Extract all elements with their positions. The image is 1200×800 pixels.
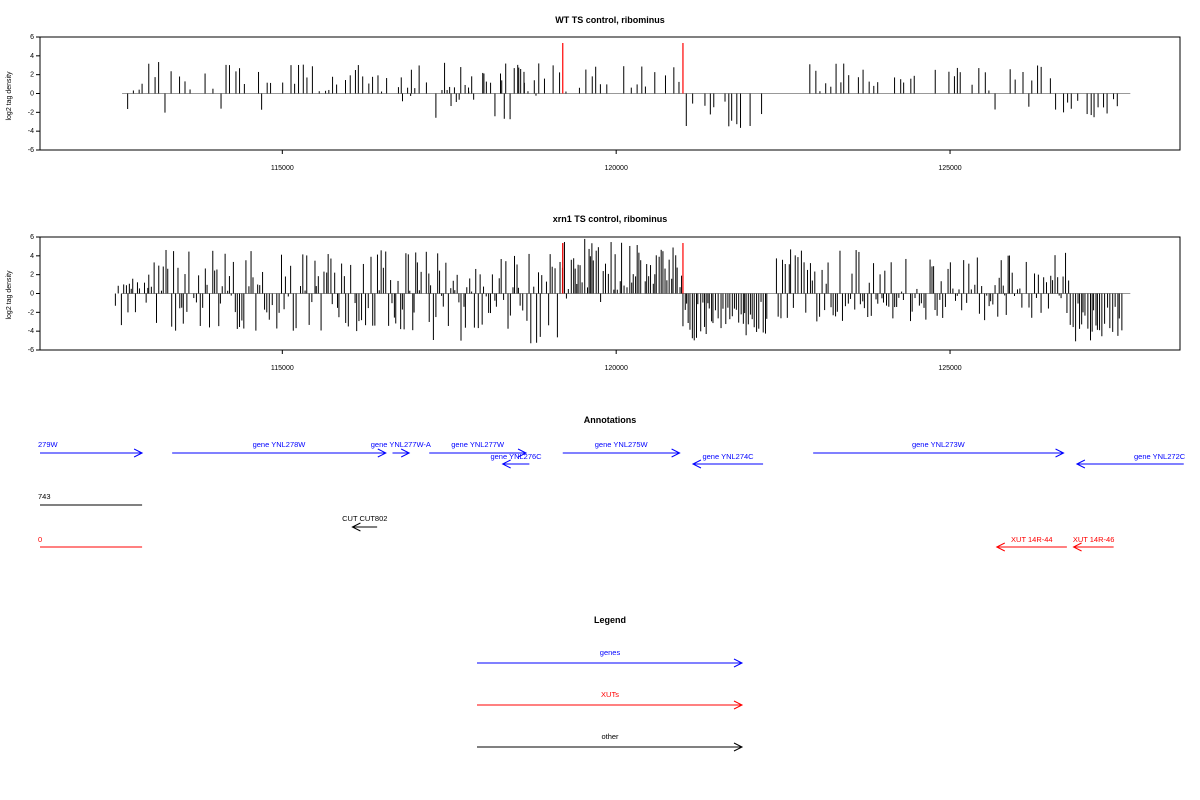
wt-panel-title: WT TS control, ribominus	[555, 15, 665, 25]
y-tick-label: 4	[30, 53, 34, 60]
legend-label: genes	[600, 648, 621, 657]
arrow-left-icon	[995, 542, 1006, 552]
feature-label: CUT CUT802	[342, 514, 387, 523]
arrow-left-icon	[501, 459, 511, 469]
feature-label: 279W	[38, 440, 59, 449]
x-tick-label: 125000	[938, 165, 961, 172]
y-tick-label: 4	[30, 253, 34, 260]
xrn1-panel: xrn1 TS control, ribominus log2 tag dens…	[6, 214, 1181, 372]
feature-genes: gene YNL273W	[813, 440, 1065, 458]
feature-label: gene YNL275W	[595, 440, 649, 449]
y-tick-label: -6	[28, 347, 34, 354]
xrn1-panel-title: xrn1 TS control, ribominus	[553, 214, 668, 224]
x-tick-label: 120000	[604, 165, 627, 172]
arrow-left-icon	[691, 459, 702, 469]
feature-genes: gene YNL278W	[172, 440, 387, 458]
x-tick-label: 120000	[604, 365, 627, 372]
wt-panel-ylabel: log2 tag density	[6, 71, 13, 121]
feature-genes: gene YNL272C	[1075, 452, 1186, 469]
arrow-right-icon	[671, 448, 681, 458]
y-tick-label: -2	[28, 109, 34, 116]
arrow-right-icon	[733, 700, 744, 710]
arrow-left-icon	[1075, 459, 1086, 469]
x-tick-label: 115000	[271, 365, 294, 372]
annotation-features: 279W gene YNL278W gene YNL277W-A gene YNL27…	[38, 440, 1186, 552]
feature-label: gene YNL272C	[1134, 452, 1186, 461]
y-tick-label: 2	[30, 72, 34, 79]
legend-label: XUTs	[601, 690, 619, 699]
arrow-right-icon	[733, 658, 744, 668]
x-tick-label: 125000	[938, 365, 961, 372]
arrow-right-icon	[517, 448, 528, 458]
legend-label: other	[601, 732, 619, 741]
feature-label: gene YNL274C	[702, 452, 754, 461]
feature-genes: gene YNL275W	[562, 440, 681, 458]
arrow-right-icon	[1055, 448, 1065, 458]
legend-item-genes: genes	[477, 648, 744, 668]
feature-label: XUT 14R-46	[1073, 535, 1115, 544]
legend-item-xuts: XUTs	[477, 690, 744, 710]
feature-other: CUT CUT802	[342, 514, 387, 532]
feature-label: gene YNL278W	[253, 440, 307, 449]
feature-label: gene YNL273W	[912, 440, 966, 449]
arrow-left-icon	[351, 522, 361, 532]
y-tick-label: -4	[28, 328, 34, 335]
y-tick-label: 0	[30, 91, 34, 98]
feature-genes: gene YNL277W	[429, 440, 528, 458]
arrow-right-icon	[400, 448, 411, 458]
y-tick-label: 0	[30, 291, 34, 298]
arrow-left-icon	[1072, 542, 1082, 552]
y-tick-label: -6	[28, 147, 34, 154]
feature-label: gene YNL277W	[451, 440, 505, 449]
y-tick-label: 6	[30, 34, 34, 41]
feature-XUTs: XUT 14R-44	[995, 535, 1067, 552]
arrow-right-icon	[377, 448, 387, 458]
legend: genes XUTs other	[477, 648, 744, 752]
feature-label: gene YNL277W-A	[371, 440, 431, 449]
legend-item-other: other	[477, 732, 744, 752]
feature-label: 743	[38, 492, 51, 501]
y-tick-label: 2	[30, 272, 34, 279]
xrn1-panel-ylabel: log2 tag density	[6, 270, 13, 320]
arrow-right-icon	[733, 742, 744, 752]
y-tick-label: -4	[28, 128, 34, 135]
feature-label: gene YNL276C	[490, 452, 542, 461]
feature-label: XUT 14R-44	[1011, 535, 1053, 544]
arrow-right-icon	[133, 448, 144, 458]
feature-genes: gene YNL277W-A	[371, 440, 431, 458]
feature-XUTs: XUT 14R-46	[1072, 535, 1115, 552]
feature-genes: gene YNL274C	[691, 452, 764, 469]
x-tick-label: 115000	[271, 165, 294, 172]
feature-genes: gene YNL276C	[490, 452, 542, 469]
feature-genes: 279W	[38, 440, 144, 458]
feature-XUTs: 0	[38, 535, 143, 548]
feature-other: 743	[38, 492, 143, 506]
y-tick-label: 6	[30, 234, 34, 241]
annotations-title: Annotations	[584, 415, 637, 425]
y-tick-label: -2	[28, 309, 34, 316]
feature-label: 0	[38, 535, 42, 544]
wt-panel: WT TS control, ribominus log2 tag densit…	[6, 15, 1181, 172]
legend-title: Legend	[594, 615, 626, 625]
